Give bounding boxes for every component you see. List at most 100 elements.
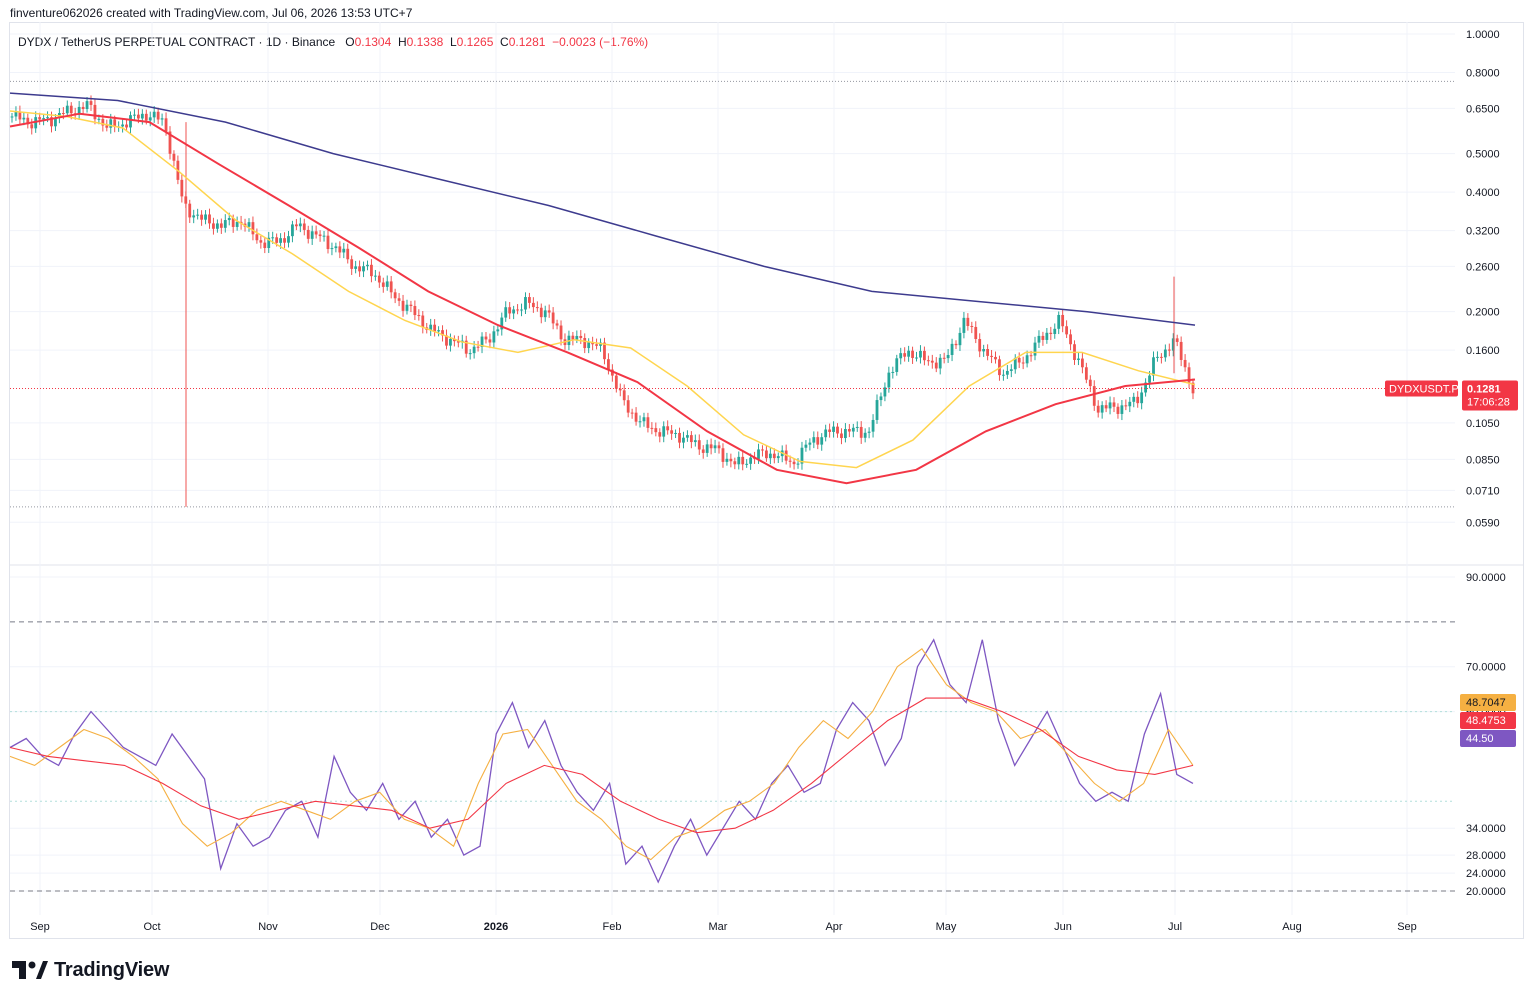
candle-body	[26, 117, 30, 125]
candle-body	[294, 224, 298, 227]
candle-body	[990, 355, 993, 357]
candle-body	[14, 111, 18, 117]
price-tick-label: 0.6500	[1466, 103, 1500, 115]
rsi-tick-label: 24.0000	[1466, 868, 1506, 880]
candle-body	[942, 357, 946, 359]
candle-body	[500, 317, 504, 330]
candle-body	[725, 458, 729, 462]
candle-body	[828, 429, 832, 432]
candle-body	[820, 437, 824, 445]
candle-body	[1132, 396, 1136, 402]
candle-body	[389, 281, 393, 293]
symbol-title[interactable]: DYDX / TetherUS PERPETUAL CONTRACT · 1D …	[18, 35, 336, 49]
rsi-value-tag-bg	[1460, 730, 1516, 747]
candle-body	[1057, 314, 1061, 329]
candle-body	[618, 388, 622, 391]
candle-body	[934, 362, 938, 369]
candle-body	[1191, 382, 1195, 394]
high-value: 0.1338	[406, 35, 444, 49]
candle-body	[733, 461, 737, 465]
candle-body	[1092, 386, 1096, 406]
candle-body	[452, 338, 456, 342]
candle-body	[1049, 332, 1053, 334]
candle-body	[808, 442, 812, 445]
candle-body	[717, 445, 721, 449]
candle-body	[693, 440, 697, 443]
candle-body	[543, 310, 547, 318]
candle-body	[275, 237, 279, 243]
candle-body	[129, 115, 132, 128]
candle-body	[662, 426, 666, 437]
candle-body	[468, 353, 472, 355]
candle-body	[1100, 405, 1104, 413]
candle-body	[136, 114, 140, 119]
symbol-tag-bg	[1385, 380, 1458, 397]
candle-body	[666, 426, 670, 431]
price-tick-label: 0.2600	[1466, 261, 1500, 273]
candle-body	[737, 456, 741, 465]
candle-body	[1136, 396, 1140, 404]
candle-body	[603, 342, 606, 360]
tradingview-logo[interactable]: TradingView	[12, 958, 169, 982]
candle-body	[1025, 355, 1029, 364]
candle-body	[267, 237, 271, 249]
candle-body	[697, 440, 701, 450]
price-tick-label: 0.1600	[1466, 345, 1500, 357]
candle-body	[524, 297, 527, 310]
candle-body	[674, 432, 677, 434]
x-tick-label: Dec	[370, 921, 390, 933]
candle-body	[413, 306, 417, 316]
candle-body	[986, 349, 990, 356]
candle-body	[630, 412, 634, 414]
candle-body	[946, 354, 950, 359]
candle-body	[638, 421, 642, 423]
candle-body	[263, 242, 267, 249]
candle-body	[1124, 405, 1128, 407]
candle-body	[899, 353, 903, 359]
rsi-ma-value-tag-bg	[1460, 694, 1516, 711]
candle-body	[89, 101, 93, 105]
price-tick-label: 0.0590	[1466, 517, 1500, 529]
candle-body	[259, 240, 263, 243]
candle-body	[1183, 359, 1187, 368]
rsi-value-tag: 44.50	[1466, 733, 1494, 745]
candle-body	[101, 118, 105, 126]
candle-body	[354, 266, 358, 269]
price-tick-label: 0.3200	[1466, 226, 1500, 238]
candle-body	[579, 335, 583, 338]
rsi-ma2-value-tag: 48.4753	[1466, 715, 1506, 727]
candle-body	[152, 111, 156, 118]
candle-body	[109, 119, 113, 128]
candle-body	[227, 218, 231, 221]
candle-body	[903, 353, 907, 357]
candle-body	[38, 117, 42, 120]
candle-body	[879, 396, 883, 401]
candle-body	[61, 113, 65, 115]
candle-body	[121, 124, 124, 127]
candle-body	[595, 344, 598, 346]
candle-body	[464, 340, 468, 354]
candle-body	[994, 356, 997, 360]
candle-body	[1187, 367, 1191, 383]
x-tick-label: Aug	[1282, 921, 1302, 933]
candle-body	[547, 310, 551, 313]
x-tick-label: Feb	[603, 921, 622, 933]
candle-body	[1152, 357, 1155, 376]
low-value: 0.1265	[456, 35, 494, 49]
rsi-tick-label: 70.0000	[1466, 662, 1506, 674]
candle-body	[1005, 370, 1009, 375]
candle-body	[251, 222, 255, 235]
candle-body	[54, 117, 57, 127]
candle-body	[144, 113, 148, 121]
candle-body	[757, 449, 760, 459]
candle-body	[919, 350, 922, 358]
candle-body	[571, 335, 575, 340]
candle-body	[847, 429, 851, 432]
candle-body	[97, 118, 101, 120]
candle-body	[974, 326, 978, 340]
candle-body	[283, 238, 286, 243]
x-tick-label: May	[936, 921, 957, 933]
candle-body	[765, 450, 768, 459]
candle-body	[417, 315, 421, 317]
